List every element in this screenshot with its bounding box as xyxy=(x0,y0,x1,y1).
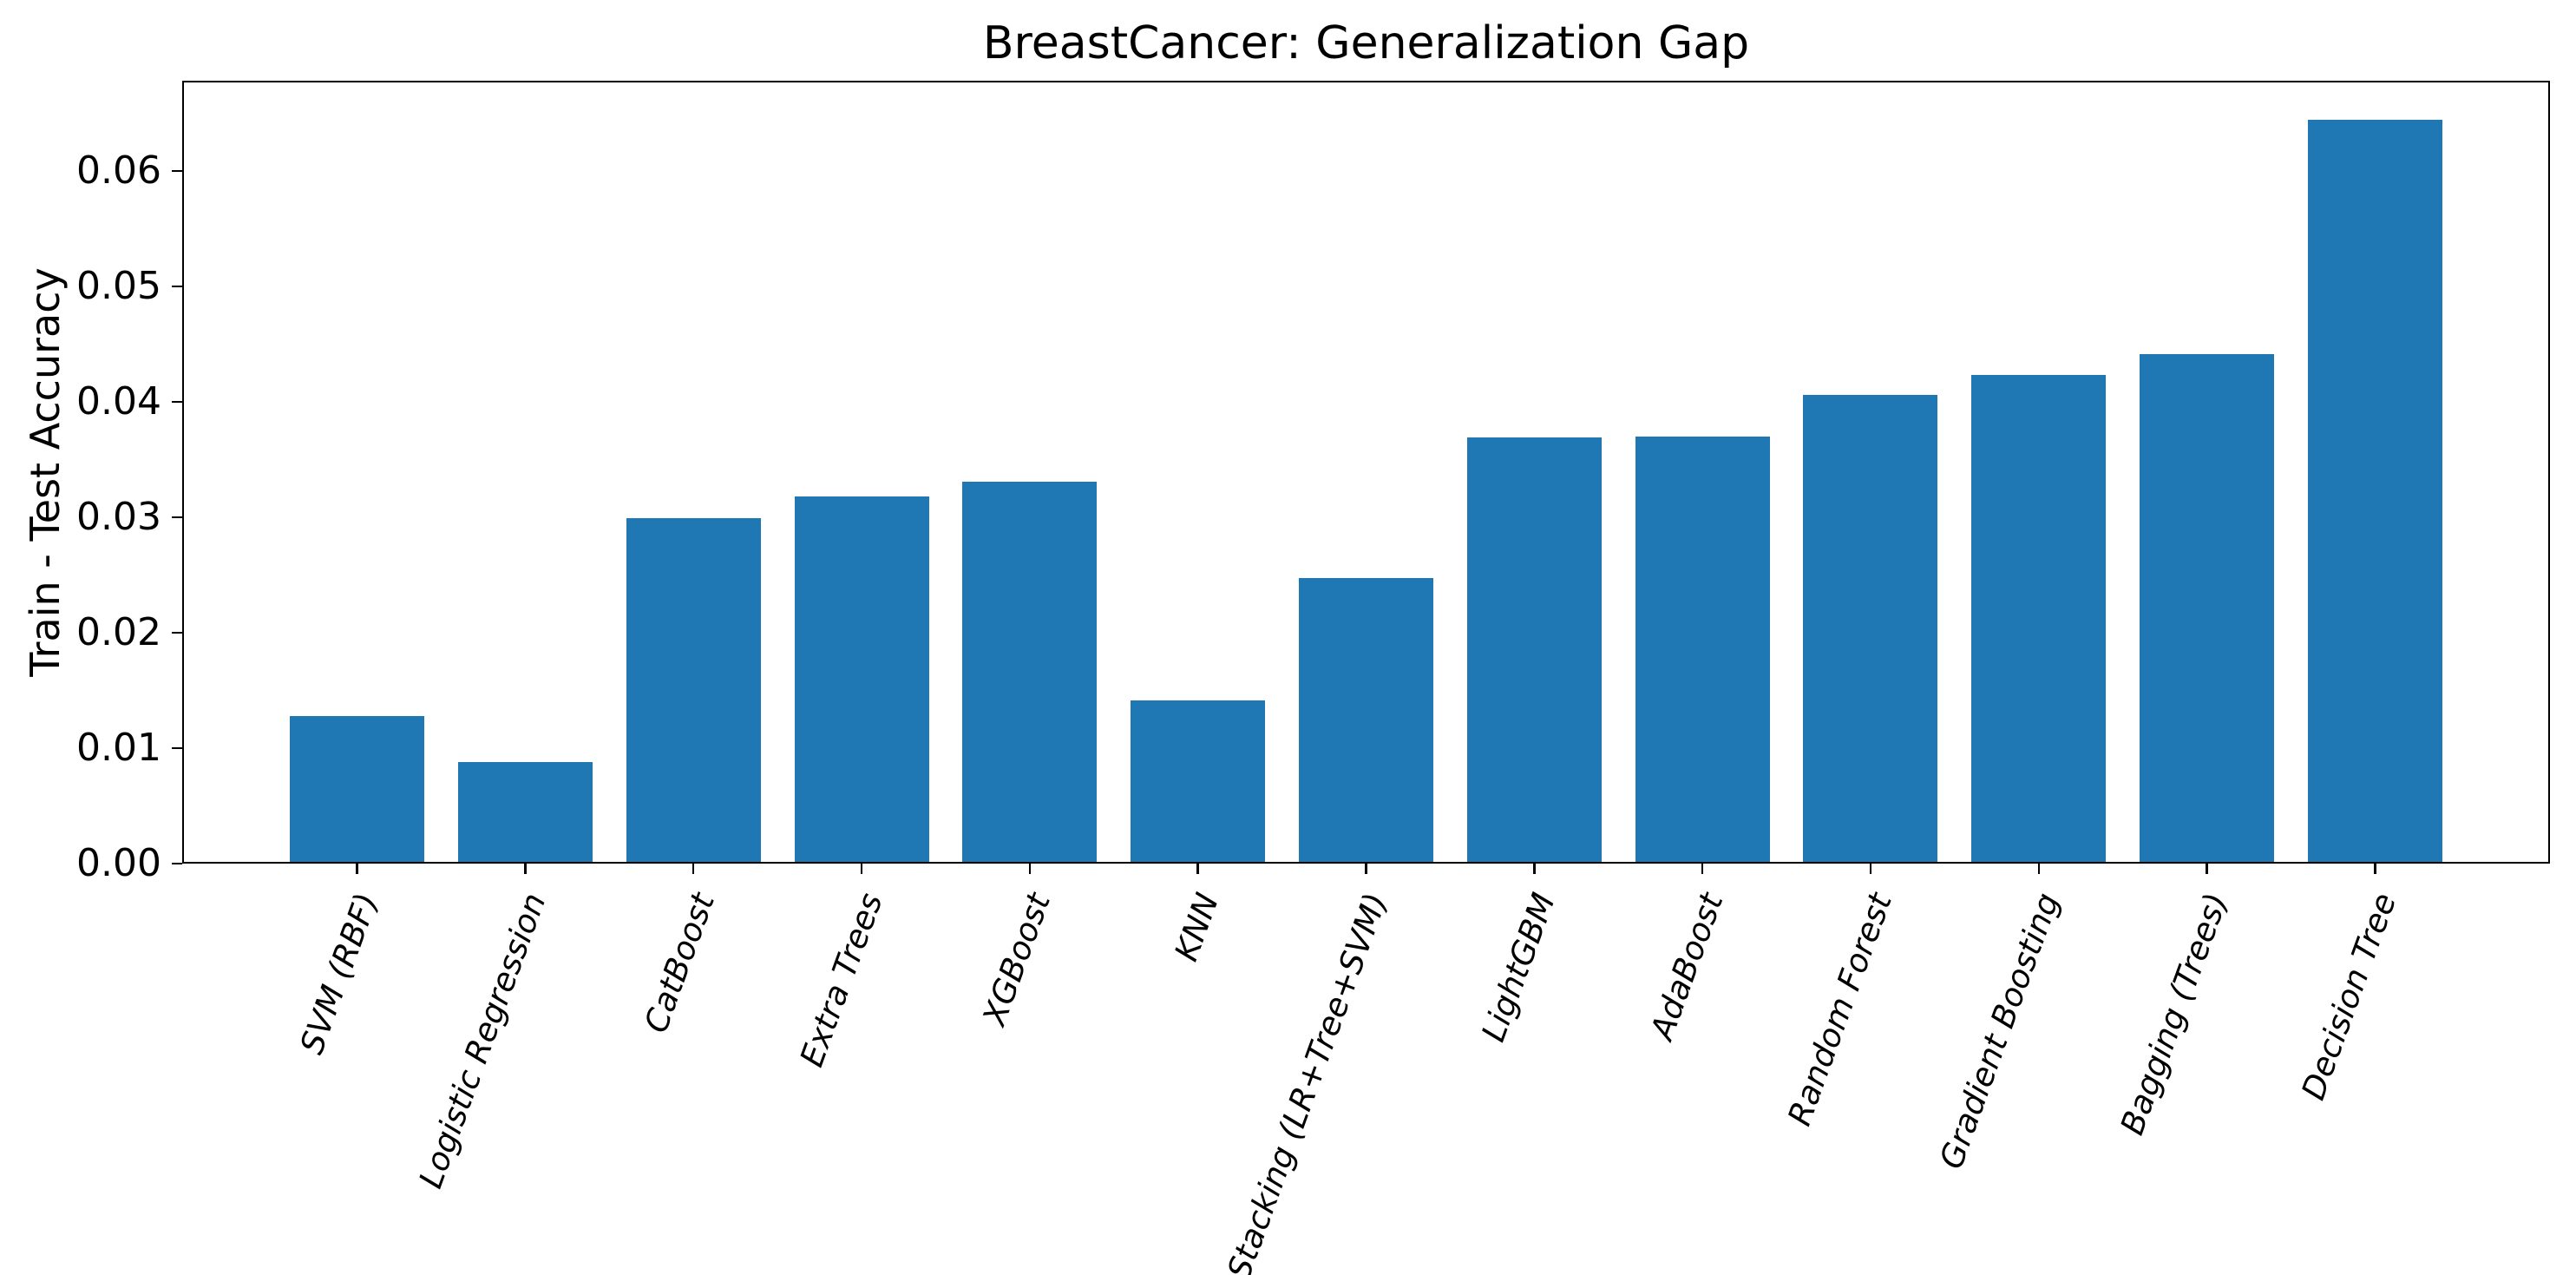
y-tick-label: 0.06 xyxy=(76,148,161,193)
x-tick-mark xyxy=(2374,864,2376,874)
x-tick-label: Logistic Regression xyxy=(412,888,554,1193)
y-tick-mark xyxy=(172,631,182,634)
y-tick-label: 0.03 xyxy=(76,494,161,539)
bar-catboost xyxy=(626,518,761,864)
bar-svm-rbf xyxy=(290,715,425,864)
y-tick-mark xyxy=(172,285,182,288)
y-tick-label: 0.04 xyxy=(76,378,161,424)
x-tick-label: Random Forest xyxy=(1780,888,1899,1131)
x-tick-mark xyxy=(1196,864,1199,874)
bar-extra-trees xyxy=(794,496,929,864)
bar-xgboost xyxy=(962,481,1098,864)
bar-adaboost xyxy=(1635,436,1770,864)
bar-knn xyxy=(1131,700,1266,864)
y-tick-label: 0.01 xyxy=(76,725,161,770)
y-tick-mark xyxy=(172,516,182,519)
x-tick-mark xyxy=(1365,864,1367,874)
bar-gradient-boosting xyxy=(1971,375,2107,864)
x-tick-label: Gradient Boosting xyxy=(1932,888,2068,1174)
x-tick-label: Stacking (LR+Tree+SVM) xyxy=(1219,888,1395,1275)
x-tick-label: Bagging (Trees) xyxy=(2113,888,2236,1140)
y-tick-mark xyxy=(172,746,182,750)
bar-decision-tree xyxy=(2307,120,2442,864)
x-tick-label: LightGBM xyxy=(1474,888,1563,1047)
x-tick-mark xyxy=(692,864,695,874)
bar-random-forest xyxy=(1803,394,1938,864)
x-tick-label: KNN xyxy=(1167,888,1227,966)
x-tick-mark xyxy=(1869,864,1872,874)
x-tick-label: Extra Trees xyxy=(792,888,890,1072)
y-tick-label: 0.00 xyxy=(76,841,161,885)
x-tick-mark xyxy=(356,864,358,874)
x-tick-label: XGBoost xyxy=(975,888,1059,1030)
x-tick-mark xyxy=(524,864,527,874)
x-tick-mark xyxy=(2206,864,2208,874)
y-tick-mark xyxy=(172,862,182,865)
y-tick-label: 0.02 xyxy=(76,609,161,654)
x-tick-mark xyxy=(2037,864,2041,874)
x-tick-mark xyxy=(1533,864,1536,874)
x-tick-mark xyxy=(1028,864,1032,874)
y-tick-label: 0.05 xyxy=(76,263,161,308)
x-tick-mark xyxy=(860,864,863,874)
x-tick-mark xyxy=(1701,864,1704,874)
chart-title: BreastCancer: Generalization Gap xyxy=(982,17,1750,69)
bar-logistic-regression xyxy=(457,761,593,864)
bar-bagging-trees xyxy=(2140,354,2275,864)
y-tick-mark xyxy=(172,169,182,173)
x-tick-label: CatBoost xyxy=(637,888,722,1038)
bar-lightgbm xyxy=(1466,437,1602,864)
x-tick-label: Decision Tree xyxy=(2294,888,2403,1105)
bar-stacking-lr-tree-svm xyxy=(1298,578,1434,864)
y-tick-mark xyxy=(172,400,182,404)
plot-area xyxy=(182,81,2550,864)
x-tick-label: SVM (RBF) xyxy=(292,888,386,1060)
x-tick-label: AdaBoost xyxy=(1643,888,1731,1045)
